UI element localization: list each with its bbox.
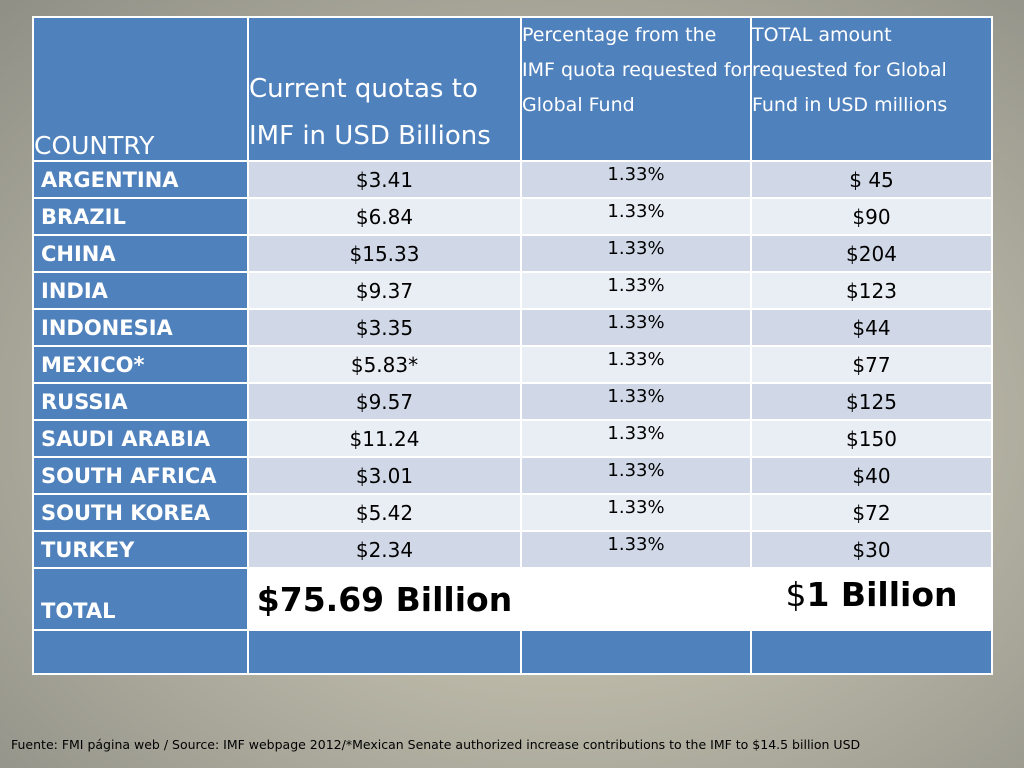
- quota-cell: $3.41: [247, 160, 522, 199]
- table-row: TURKEY $2.34 1.33% $30: [32, 530, 993, 569]
- table-row: CHINA $15.33 1.33% $204: [32, 234, 993, 273]
- amount-cell: $ 45: [750, 160, 993, 199]
- quota-table: COUNTRY Current quotas to IMF in USD Bil…: [32, 16, 993, 675]
- percentage-cell: 1.33%: [520, 197, 752, 236]
- percentage-cell: 1.33%: [520, 456, 752, 495]
- blank-cell: [247, 629, 522, 675]
- percentage-cell: 1.33%: [520, 419, 752, 458]
- total-row: TOTAL $75.69 Billion $1 Billion: [32, 567, 993, 631]
- percentage-cell: 1.33%: [520, 160, 752, 199]
- quota-cell: $5.42: [247, 493, 522, 532]
- country-cell: MEXICO*: [32, 345, 249, 384]
- amount-cell: $90: [750, 197, 993, 236]
- header-total-amount: TOTAL amount requested for Global Fund i…: [750, 16, 993, 162]
- percentage-cell: 1.33%: [520, 530, 752, 569]
- quota-cell: $9.57: [247, 382, 522, 421]
- source-footnote: Fuente: FMI página web / Source: IMF web…: [11, 737, 861, 752]
- amount-cell: $30: [750, 530, 993, 569]
- percentage-cell: 1.33%: [520, 308, 752, 347]
- country-cell: CHINA: [32, 234, 249, 273]
- blank-cell: [750, 629, 993, 675]
- percentage-cell: 1.33%: [520, 234, 752, 273]
- country-cell: SAUDI ARABIA: [32, 419, 249, 458]
- percentage-cell: 1.33%: [520, 493, 752, 532]
- quota-cell: $3.01: [247, 456, 522, 495]
- table-row: ARGENTINA $3.41 1.33% $ 45: [32, 160, 993, 199]
- total-amount-value: 1 Billion: [806, 575, 958, 614]
- header-row: COUNTRY Current quotas to IMF in USD Bil…: [32, 16, 993, 162]
- quota-cell: $15.33: [247, 234, 522, 273]
- quota-cell: $6.84: [247, 197, 522, 236]
- table-row: SOUTH KOREA $5.42 1.33% $72: [32, 493, 993, 532]
- table-body: COUNTRY Current quotas to IMF in USD Bil…: [32, 16, 993, 675]
- table-row: SAUDI ARABIA $11.24 1.33% $150: [32, 419, 993, 458]
- table-row: INDONESIA $3.35 1.33% $44: [32, 308, 993, 347]
- amount-cell: $77: [750, 345, 993, 384]
- amount-cell: $150: [750, 419, 993, 458]
- amount-cell: $123: [750, 271, 993, 310]
- quota-cell: $9.37: [247, 271, 522, 310]
- country-cell: SOUTH AFRICA: [32, 456, 249, 495]
- amount-cell: $72: [750, 493, 993, 532]
- quota-cell: $2.34: [247, 530, 522, 569]
- country-cell: ARGENTINA: [32, 160, 249, 199]
- percentage-cell: 1.33%: [520, 271, 752, 310]
- amount-cell: $204: [750, 234, 993, 273]
- table-row: RUSSIA $9.57 1.33% $125: [32, 382, 993, 421]
- total-percentage-empty: [520, 567, 752, 631]
- table-row: INDIA $9.37 1.33% $123: [32, 271, 993, 310]
- total-quota: $75.69 Billion: [247, 567, 522, 631]
- total-label: TOTAL: [32, 567, 249, 631]
- quota-cell: $3.35: [247, 308, 522, 347]
- total-amount-prefix: $: [785, 575, 807, 614]
- country-cell: BRAZIL: [32, 197, 249, 236]
- blank-cell: [520, 629, 752, 675]
- table-row: SOUTH AFRICA $3.01 1.33% $40: [32, 456, 993, 495]
- header-country: COUNTRY: [32, 16, 249, 162]
- quota-cell: $5.83*: [247, 345, 522, 384]
- header-quota: Current quotas to IMF in USD Billions: [247, 16, 522, 162]
- quota-cell: $11.24: [247, 419, 522, 458]
- country-cell: TURKEY: [32, 530, 249, 569]
- country-cell: INDIA: [32, 271, 249, 310]
- blank-row: [32, 629, 993, 675]
- country-cell: RUSSIA: [32, 382, 249, 421]
- percentage-cell: 1.33%: [520, 345, 752, 384]
- amount-cell: $44: [750, 308, 993, 347]
- blank-cell: [32, 629, 249, 675]
- country-cell: INDONESIA: [32, 308, 249, 347]
- amount-cell: $40: [750, 456, 993, 495]
- header-percentage: Percentage from the IMF quota requested …: [520, 16, 752, 162]
- amount-cell: $125: [750, 382, 993, 421]
- percentage-cell: 1.33%: [520, 382, 752, 421]
- country-cell: SOUTH KOREA: [32, 493, 249, 532]
- table-row: BRAZIL $6.84 1.33% $90: [32, 197, 993, 236]
- table-row: MEXICO* $5.83* 1.33% $77: [32, 345, 993, 384]
- total-amount: $1 Billion: [750, 567, 993, 631]
